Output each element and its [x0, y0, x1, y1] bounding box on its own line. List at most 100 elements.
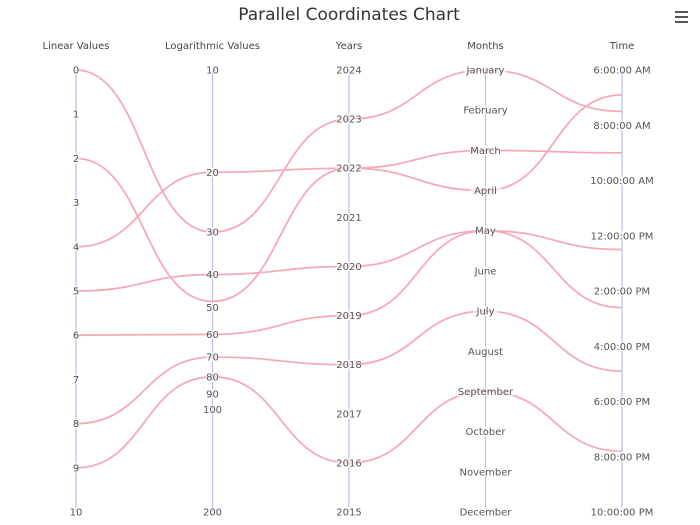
- tick-label-bg: [72, 418, 80, 429]
- tick-label-log: 30: [206, 228, 219, 239]
- axis-log: Logarithmic Values 10 20 30 40 50 60 70 80 90 100 2…: [165, 41, 260, 519]
- tick-label-years: 2020: [336, 262, 361, 273]
- tick-label-time: 8:00:00 PM: [594, 452, 650, 463]
- tick-label-linear: 0: [73, 66, 79, 77]
- tick-label-years: 2022: [336, 164, 361, 175]
- tick-label-bg: [336, 114, 362, 125]
- tick-label-linear: 5: [73, 287, 79, 298]
- tick-label-linear: 8: [73, 419, 79, 430]
- tick-label-time: 12:00:00 PM: [591, 231, 654, 242]
- tick-label-linear: 4: [73, 242, 79, 253]
- tick-label-bg: [591, 341, 653, 352]
- tick-label-bg: [470, 185, 501, 196]
- tick-label-bg: [463, 65, 508, 75]
- axis-title-log: Logarithmic Values: [165, 41, 260, 52]
- tick-label-months: November: [459, 467, 512, 478]
- tick-label-months: June: [474, 266, 497, 277]
- axis-time: Time 6:00:00 AM 8:00:00 AM 10:00:00 AM 12:00…: [587, 41, 657, 519]
- tick-label-bg: [460, 466, 511, 477]
- tick-label-bg: [336, 212, 362, 223]
- series-line-2[interactable]: [75, 93, 623, 303]
- tick-label-months: August: [468, 347, 503, 358]
- axis-title-years: Years: [335, 41, 362, 52]
- tick-label-years: 2019: [336, 311, 361, 322]
- tick-label-bg: [473, 265, 498, 276]
- tick-label-bg: [460, 507, 511, 517]
- tick-label-bg: [591, 65, 653, 75]
- tick-label-time: 4:00:00 PM: [594, 342, 650, 353]
- tick-label-years: 2023: [336, 115, 361, 126]
- tick-label-bg: [69, 507, 83, 517]
- tick-label-years: 2024: [336, 66, 361, 77]
- tick-label-bg: [336, 65, 362, 75]
- menu-button[interactable]: [673, 10, 689, 24]
- tick-label-log: 200: [203, 508, 222, 519]
- tick-label-bg: [72, 109, 80, 120]
- tick-label-time: 6:00:00 PM: [594, 397, 650, 408]
- axis-title-months: Months: [467, 41, 504, 52]
- tick-label-linear: 1: [73, 110, 79, 121]
- tick-label-bg: [587, 175, 657, 186]
- menu-bar: [675, 21, 688, 23]
- tick-label-years: 2021: [336, 213, 361, 224]
- tick-label-time: 2:00:00 PM: [594, 287, 650, 298]
- tick-label-bg: [72, 65, 80, 75]
- tick-label-bg: [206, 65, 219, 75]
- tick-label-bg: [72, 374, 80, 385]
- tick-label-bg: [206, 227, 219, 238]
- tick-label-bg: [336, 310, 362, 321]
- tick-label-bg: [203, 507, 222, 517]
- tick-label-bg: [591, 120, 653, 131]
- tick-label-bg: [591, 451, 653, 462]
- tick-label-bg: [336, 408, 362, 419]
- tick-label-linear: 7: [73, 375, 79, 386]
- tick-label-bg: [206, 329, 219, 340]
- tick-label-bg: [206, 269, 219, 280]
- tick-label-linear: 9: [73, 463, 79, 474]
- tick-label-bg: [206, 167, 219, 178]
- tick-label-months: May: [475, 226, 496, 237]
- tick-label-bg: [206, 352, 219, 363]
- tick-label-time: 8:00:00 AM: [593, 121, 650, 132]
- tick-label-bg: [463, 426, 508, 437]
- tick-label-time: 6:00:00 AM: [593, 66, 650, 77]
- axis-linear: Linear Values 0 1 2 3 4 5 6 7 8 9 10: [43, 41, 110, 519]
- tick-label-months: December: [460, 508, 513, 519]
- tick-label-bg: [72, 286, 80, 296]
- tick-label-bg: [336, 359, 362, 370]
- tick-label-log: 100: [203, 405, 222, 416]
- tick-label-bg: [72, 241, 80, 252]
- tick-label-bg: [72, 153, 80, 164]
- tick-label-bg: [336, 507, 362, 517]
- tick-label-years: 2018: [336, 360, 361, 371]
- tick-label-log: 60: [206, 330, 219, 341]
- tick-label-log: 80: [206, 372, 219, 383]
- axis-months: Months January February March April May June Ju…: [457, 41, 514, 519]
- tick-label-log: 90: [206, 390, 219, 401]
- series-line-1[interactable]: [75, 69, 623, 233]
- tick-label-bg: [72, 462, 80, 473]
- tick-label-bg: [72, 330, 80, 341]
- series-line-5[interactable]: [75, 229, 623, 337]
- tick-label-linear: 3: [73, 198, 79, 209]
- axis-years: Years 2024 2023 2022 2021 2020 2019 2018 2017 201…: [335, 41, 362, 519]
- tick-label-bg: [460, 105, 511, 116]
- tick-label-months: March: [470, 146, 500, 157]
- tick-label-bg: [457, 386, 514, 397]
- tick-label-months: October: [465, 427, 506, 438]
- tick-label-log: 70: [206, 353, 219, 364]
- axis-title-linear: Linear Values: [43, 41, 110, 52]
- tick-label-months: April: [474, 186, 497, 197]
- tick-label-bg: [591, 286, 653, 296]
- tick-label-months: September: [458, 387, 514, 398]
- tick-label-log: 50: [206, 303, 219, 314]
- chart-title: Parallel Coordinates Chart: [238, 5, 460, 25]
- tick-label-bg: [587, 230, 657, 241]
- tick-label-bg: [203, 404, 222, 415]
- tick-label-bg: [466, 346, 505, 357]
- tick-label-years: 2016: [336, 458, 361, 469]
- tick-label-bg: [591, 396, 653, 407]
- tick-label-bg: [336, 457, 362, 468]
